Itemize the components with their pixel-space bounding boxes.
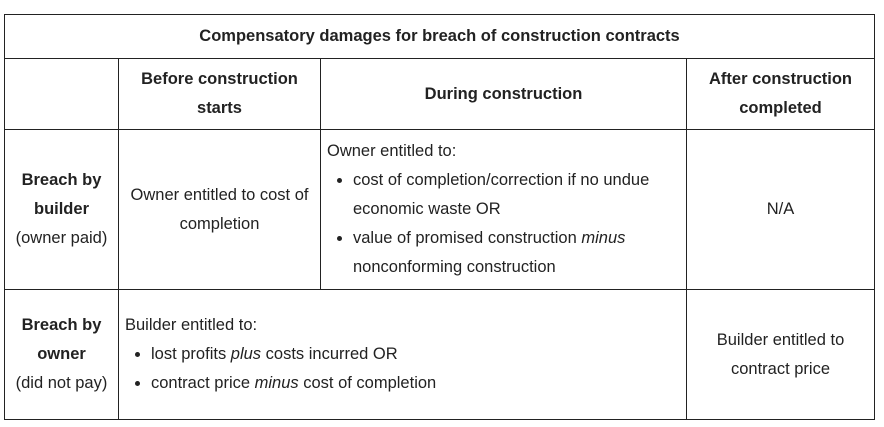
row-header-builder-note: (owner paid) — [15, 229, 108, 247]
row-header-builder: Breach by builder (owner paid) — [4, 129, 119, 290]
column-header-after: After construction completed — [686, 58, 875, 130]
column-header-before: Before construction starts — [118, 58, 321, 130]
owner-intro: Builder entitled to: — [125, 316, 258, 334]
column-header-during: During construction — [320, 58, 687, 130]
table-row-builder: Breach by builder (owner paid) Owner ent… — [4, 129, 875, 290]
damages-table: Compensatory damages for breach of const… — [4, 14, 875, 420]
row-header-owner: Breach by owner (did not pay) — [4, 289, 119, 420]
list-item: cost of completion/correction if no undu… — [353, 166, 680, 224]
builder-during-intro: Owner entitled to: — [327, 142, 457, 160]
list-item: value of promised construction minus non… — [353, 224, 680, 282]
builder-during-list: cost of completion/correction if no undu… — [327, 166, 680, 282]
builder-before-cell: Owner entitled to cost of completion — [118, 129, 321, 290]
column-header-empty — [4, 58, 119, 130]
row-header-builder-title: Breach by builder — [21, 171, 102, 218]
owner-list: lost profits plus costs incurred OR cont… — [125, 340, 680, 398]
owner-before-during-cell: Builder entitled to: lost profits plus c… — [118, 289, 687, 420]
list-item: contract price minus cost of completion — [151, 369, 680, 398]
table-title: Compensatory damages for breach of const… — [4, 14, 875, 59]
builder-during-cell: Owner entitled to: cost of completion/co… — [320, 129, 687, 290]
list-item: lost profits plus costs incurred OR — [151, 340, 680, 369]
row-header-owner-note: (did not pay) — [15, 374, 108, 392]
row-header-owner-title: Breach by owner — [21, 316, 102, 363]
owner-after-cell: Builder entitled to contract price — [686, 289, 875, 420]
builder-after-cell: N/A — [686, 129, 875, 290]
table-row-owner: Breach by owner (did not pay) Builder en… — [4, 289, 875, 420]
